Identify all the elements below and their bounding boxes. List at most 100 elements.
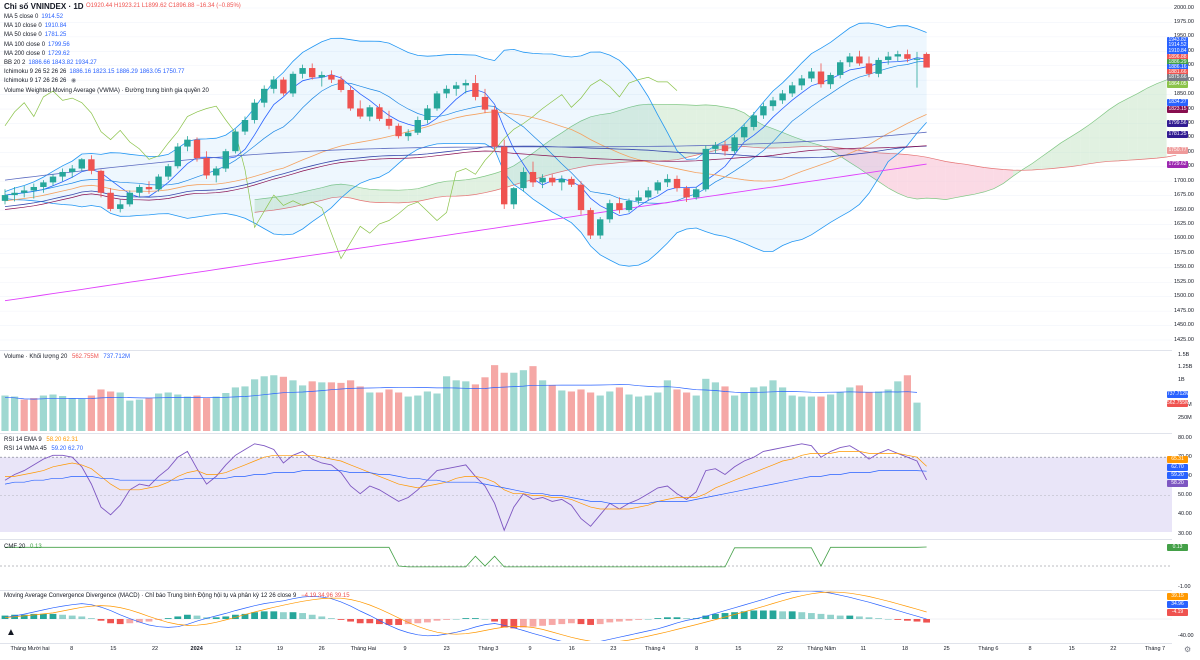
ichimoku-cloud-segment — [341, 184, 351, 199]
macd-histogram-bar — [385, 619, 393, 625]
macd-histogram-bar — [299, 613, 306, 619]
time-label: Tháng 4 — [644, 646, 666, 652]
volume-bar — [903, 375, 911, 431]
candle-body — [443, 88, 450, 94]
macd-histogram-bar — [145, 619, 153, 622]
volume-bar — [558, 390, 566, 431]
price-pane[interactable]: Chỉ số VNINDEX · 1D O1920.44 H1923.21 L1… — [0, 0, 1200, 350]
candle-body — [69, 168, 76, 172]
time-label: 8 — [70, 646, 74, 652]
price-tag: 1896.88 — [1167, 53, 1188, 61]
overlay-label: MA 200 close 0 — [4, 50, 46, 57]
macd-histogram-bar — [424, 619, 431, 623]
ichimoku-cloud-segment — [293, 191, 303, 207]
candle-body — [30, 186, 37, 191]
rsi-tick: 80.00 — [1178, 434, 1192, 441]
candle-body — [491, 109, 498, 147]
tradingview-logo-icon[interactable]: ▲ — [6, 627, 16, 638]
symbol-title[interactable]: Chỉ số VNINDEX · 1D — [4, 2, 84, 11]
cmf-chart[interactable] — [0, 540, 1200, 590]
overlay-legend-row: Volume Weighted Moving Average (VWMA) · … — [4, 87, 212, 96]
ichimoku-cloud-segment — [1032, 156, 1042, 170]
price-chart[interactable] — [0, 0, 1200, 350]
volume-chart[interactable] — [0, 351, 1200, 433]
rsi-chart[interactable] — [0, 434, 1200, 539]
macd-histogram-bar — [779, 611, 786, 619]
candle-body — [232, 131, 239, 152]
macd-pane[interactable]: Moving Average Convergence Divergence (M… — [0, 591, 1200, 641]
candle-body — [837, 62, 844, 75]
candle-body — [904, 54, 911, 59]
volume-bar — [817, 396, 825, 431]
cmf-pane[interactable]: CMF 20 0.13 -1.00 0.13 — [0, 540, 1200, 590]
ichimoku-cloud-segment — [648, 104, 658, 162]
price-tag: 1886.16 — [1167, 64, 1188, 72]
macd-histogram-bar — [212, 617, 220, 619]
pane-separator[interactable] — [0, 539, 1172, 540]
macd-label: Moving Average Convergence Divergence (M… — [4, 593, 297, 599]
macd-chart[interactable] — [0, 591, 1200, 641]
eye-icon[interactable]: ◉ — [69, 78, 77, 85]
ichimoku-cloud-segment — [581, 116, 591, 168]
macd-histogram-bar — [568, 619, 575, 624]
volume-tick: 1B — [1178, 376, 1185, 383]
volume-bar — [327, 382, 335, 431]
price-tick: 1500.00 — [1174, 293, 1194, 300]
volume-bar — [433, 393, 441, 431]
time-label: 9 — [403, 646, 407, 652]
overlay-value: 1781.25 — [44, 32, 67, 39]
candle-body — [549, 177, 556, 183]
volume-bar — [865, 392, 873, 431]
macd-histogram-bar — [520, 619, 527, 628]
volume-pane[interactable]: Volume · Khối lượng 20 562.755M 737.712M… — [0, 351, 1200, 433]
volume-bar — [385, 389, 393, 431]
time-label: Tháng Hai — [350, 646, 377, 652]
pane-separator[interactable] — [0, 350, 1172, 351]
macd-histogram-bar — [174, 616, 182, 619]
macd-histogram-bar — [232, 614, 239, 619]
macd-histogram-bar — [116, 619, 124, 625]
candle-body — [59, 171, 66, 177]
volume-bar — [654, 392, 662, 431]
volume-legend: Volume · Khối lượng 20 562.755M 737.712M — [4, 353, 130, 362]
ichimoku-cloud-segment — [302, 189, 313, 205]
pane-separator[interactable] — [0, 590, 1172, 591]
candle-body — [193, 139, 201, 159]
ichimoku-cloud-segment — [715, 105, 725, 151]
macd-axis[interactable]: -40.00 — [1170, 591, 1200, 641]
candle-body — [481, 96, 489, 110]
ichimoku-cloud-segment — [552, 132, 562, 174]
pane-separator[interactable] — [0, 433, 1172, 434]
ichimoku-cloud-segment — [456, 179, 466, 197]
volume-bar — [270, 375, 278, 431]
macd-histogram-bar — [472, 618, 479, 619]
cmf-axis[interactable]: -1.00 — [1170, 540, 1200, 590]
candle-body — [702, 148, 709, 190]
ichimoku-cloud-segment — [763, 125, 773, 148]
volume-bar — [913, 402, 921, 431]
time-label: Tháng 6 — [978, 646, 999, 652]
rsi-pane[interactable]: RSI 14 EMA 9 58.20 62.31 RSI 14 WMA 45 5… — [0, 434, 1200, 539]
volume-bar — [731, 395, 739, 431]
cmf-legend: CMF 20 0.13 — [4, 543, 42, 552]
candle-body — [913, 58, 921, 60]
macd-histogram-bar — [20, 614, 28, 619]
price-tick: 1475.00 — [1174, 307, 1194, 314]
volume-bar — [347, 380, 355, 431]
ichimoku-cloud-segment — [350, 185, 361, 201]
macd-histogram-bar — [491, 619, 498, 622]
volume-bar — [299, 385, 307, 431]
settings-icon[interactable]: ⚙ — [1184, 645, 1192, 654]
time-label: 8 — [695, 646, 699, 652]
volume-bar — [846, 387, 854, 431]
volume-bar — [769, 380, 777, 431]
volume-bar — [635, 396, 643, 431]
volume-bar — [481, 377, 489, 431]
macd-histogram-bar — [395, 619, 402, 625]
candle-body — [731, 137, 738, 152]
ichimoku-cloud-segment — [273, 195, 284, 211]
price-tag: 1864.05 — [1167, 81, 1188, 89]
rsi-tag: 58.20 — [1167, 480, 1188, 487]
macd-histogram-bar — [731, 612, 738, 619]
price-tag: 1910.84 — [1167, 48, 1188, 56]
